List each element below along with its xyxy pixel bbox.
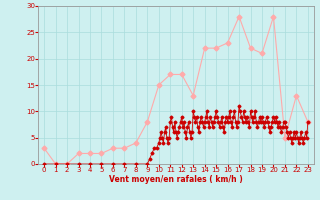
X-axis label: Vent moyen/en rafales ( km/h ): Vent moyen/en rafales ( km/h ) xyxy=(109,175,243,184)
